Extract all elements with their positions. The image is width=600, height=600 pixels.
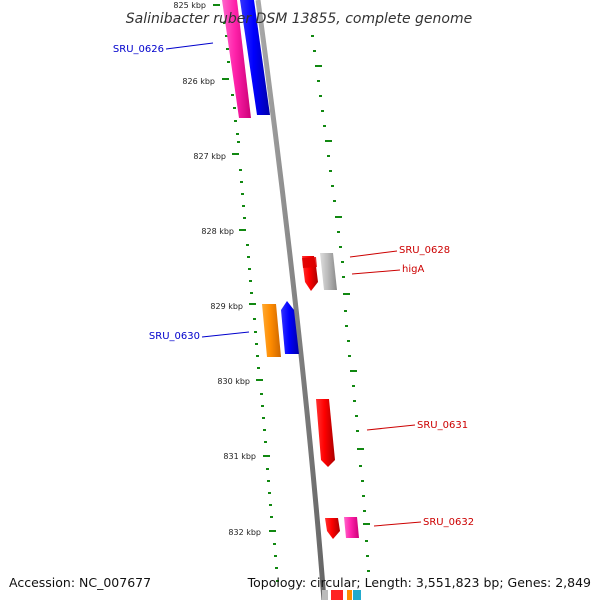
gene-arrow-sru0626[interactable]	[240, 0, 270, 115]
tick-label-829: 829 kbp	[210, 302, 243, 311]
genome-backbone	[255, 0, 327, 600]
leader-line-sru0630	[201, 331, 250, 338]
gene-label-higa[interactable]: higA	[402, 264, 424, 275]
gene-arrow-sru0628[interactable]	[320, 253, 337, 290]
gene-label-sru0631[interactable]: SRU_0631	[417, 420, 468, 431]
leader-line-sru0631	[366, 424, 416, 431]
position-ruler	[223, 22, 279, 582]
gene-arrow-sru0631[interactable]	[316, 399, 335, 467]
gene-label-sru0628[interactable]: SRU_0628	[399, 245, 450, 256]
gene-fragment-orange	[347, 590, 352, 600]
tick-label-830: 830 kbp	[217, 377, 250, 386]
tick-label-831: 831 kbp	[223, 452, 256, 461]
gene-fragment-grey	[322, 590, 328, 600]
tick-label-832: 832 kbp	[228, 528, 261, 537]
gene-label-sru0632[interactable]: SRU_0632	[423, 517, 474, 528]
major-ticks	[213, 4, 276, 532]
gene-fragment-teal	[353, 590, 361, 600]
gene-arrow-sru0630[interactable]	[281, 301, 299, 354]
topology-text: Topology: circular; Length: 3,551,823 bp…	[247, 575, 591, 590]
leader-line-sru0626	[165, 42, 214, 50]
gene-label-sru0630[interactable]: SRU_0630	[149, 331, 200, 342]
tick-label-825: 825 kbp	[173, 1, 206, 10]
leader-line-sru0632	[373, 521, 422, 527]
map-title: Salinibacter ruber DSM 13855, complete g…	[126, 11, 472, 27]
right-ruler	[311, 35, 370, 572]
leader-line-higa	[351, 269, 401, 275]
leader-line-sru0628	[349, 250, 398, 258]
tick-label-826: 826 kbp	[182, 77, 215, 86]
accession-text: Accession: NC_007677	[9, 575, 151, 590]
gene-fragment-red	[331, 590, 343, 600]
gene-arrow-higa-tip	[302, 257, 317, 268]
gene-arrow-orange-sru0630[interactable]	[262, 304, 281, 357]
tick-label-828: 828 kbp	[201, 227, 234, 236]
gene-label-sru0626[interactable]: SRU_0626	[113, 44, 164, 55]
tick-label-827: 827 kbp	[193, 152, 226, 161]
gene-arrow-pink-bottom[interactable]	[344, 517, 359, 538]
gene-arrow-sru0632[interactable]	[325, 518, 340, 539]
gene-arrow-pink-top[interactable]	[222, 0, 251, 118]
